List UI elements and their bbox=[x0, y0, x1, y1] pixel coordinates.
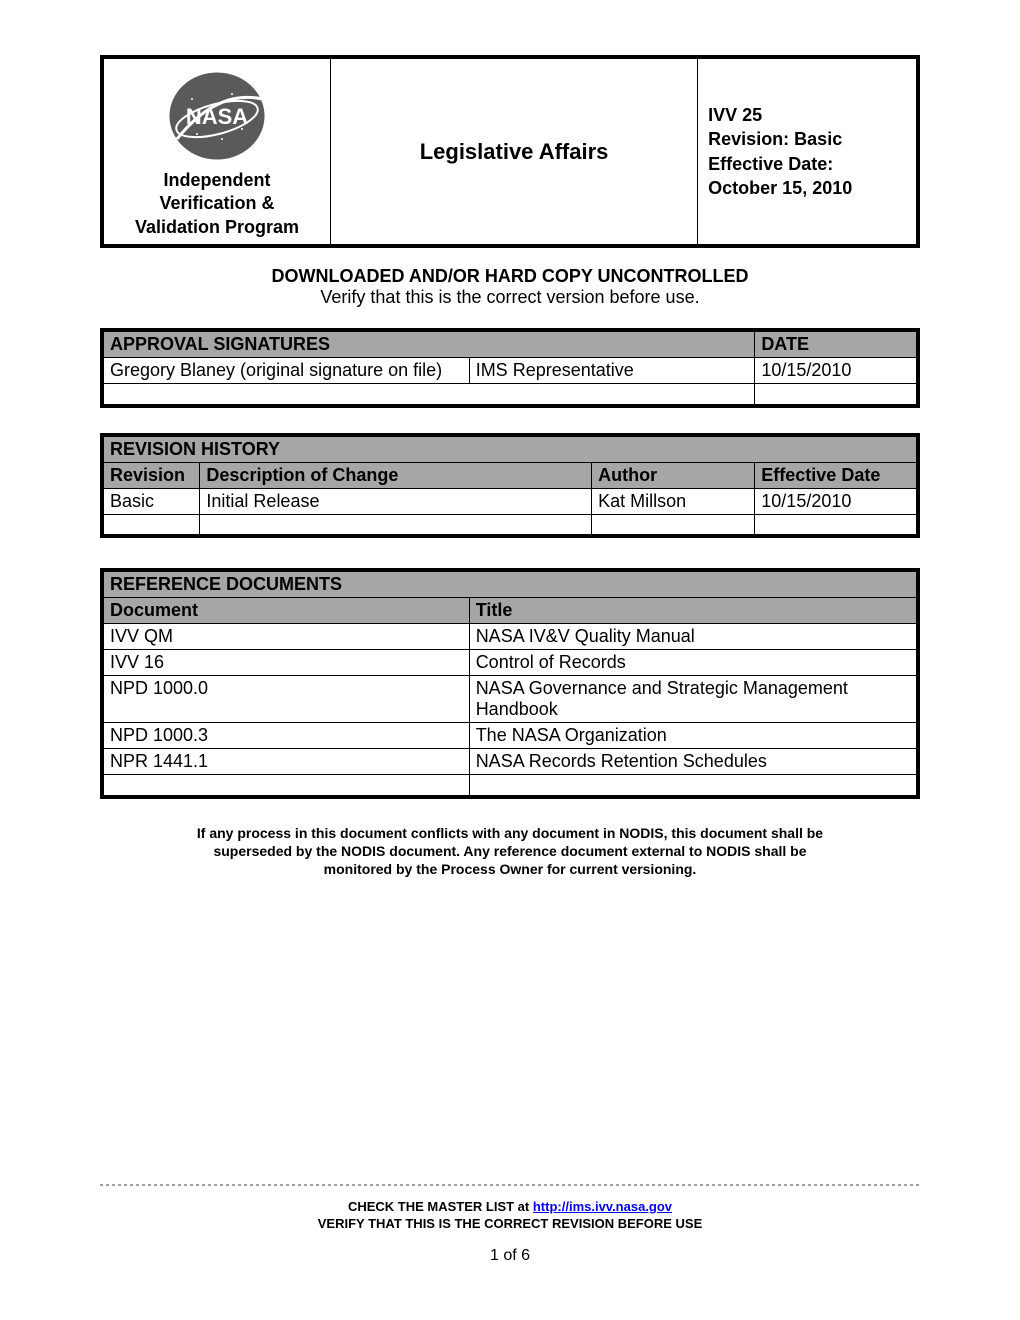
header-left-cell: NASA Independent Verification & Validati… bbox=[102, 57, 330, 246]
disclaimer-text: If any process in this document conflict… bbox=[100, 824, 920, 879]
table-row: NPD 1000.0 NASA Governance and Strategic… bbox=[102, 676, 918, 723]
header-right-line3: Effective Date: bbox=[708, 154, 833, 174]
revision-title: REVISION HISTORY bbox=[102, 435, 918, 463]
approval-role: IMS Representative bbox=[469, 358, 755, 384]
empty-cell bbox=[592, 514, 755, 536]
empty-cell bbox=[200, 514, 592, 536]
header-left-line2: Verification & bbox=[159, 193, 274, 213]
header-right-cell: IVV 25 Revision: Basic Effective Date: O… bbox=[698, 57, 918, 246]
page-footer: CHECK THE MASTER LIST at http://ims.ivv.… bbox=[100, 1184, 920, 1265]
header-center-title: Legislative Affairs bbox=[341, 139, 687, 165]
page-number: 1 of 6 bbox=[100, 1247, 920, 1265]
reference-documents-table: REFERENCE DOCUMENTS Document Title IVV Q… bbox=[100, 568, 920, 799]
empty-cell bbox=[469, 775, 918, 797]
reference-doc: IVV 16 bbox=[102, 650, 469, 676]
approval-header-date: DATE bbox=[755, 330, 918, 358]
reference-doc: NPD 1000.3 bbox=[102, 723, 469, 749]
reference-doc: IVV QM bbox=[102, 624, 469, 650]
disclaimer-line3: monitored by the Process Owner for curre… bbox=[324, 861, 697, 877]
empty-cell bbox=[102, 775, 469, 797]
table-row: NPD 1000.3 The NASA Organization bbox=[102, 723, 918, 749]
table-row: NPR 1441.1 NASA Records Retention Schedu… bbox=[102, 749, 918, 775]
nasa-logo-icon: NASA bbox=[162, 69, 272, 164]
reference-title: REFERENCE DOCUMENTS bbox=[102, 570, 918, 598]
footer-divider bbox=[100, 1184, 920, 1186]
revision-date: 10/15/2010 bbox=[755, 488, 918, 514]
footer-link[interactable]: http://ims.ivv.nasa.gov bbox=[533, 1199, 672, 1214]
reference-doctitle: The NASA Organization bbox=[469, 723, 918, 749]
disclaimer-line1: If any process in this document conflict… bbox=[197, 825, 823, 841]
approval-header-signatures: APPROVAL SIGNATURES bbox=[102, 330, 755, 358]
reference-doc: NPD 1000.0 bbox=[102, 676, 469, 723]
revision-col3: Author bbox=[592, 462, 755, 488]
header-left-text: Independent Verification & Validation Pr… bbox=[114, 169, 320, 239]
revision-rev: Basic bbox=[102, 488, 200, 514]
header-right-text: IVV 25 Revision: Basic Effective Date: O… bbox=[708, 103, 906, 200]
header-center-cell: Legislative Affairs bbox=[330, 57, 697, 246]
revision-desc: Initial Release bbox=[200, 488, 592, 514]
reference-col1: Document bbox=[102, 598, 469, 624]
table-row: Basic Initial Release Kat Millson 10/15/… bbox=[102, 488, 918, 514]
empty-cell bbox=[755, 514, 918, 536]
header-right-line1: IVV 25 bbox=[708, 105, 762, 125]
revision-history-table: REVISION HISTORY Revision Description of… bbox=[100, 433, 920, 539]
reference-doctitle: NASA Records Retention Schedules bbox=[469, 749, 918, 775]
header-left-line1: Independent bbox=[163, 170, 270, 190]
reference-doctitle: NASA IV&V Quality Manual bbox=[469, 624, 918, 650]
footer-line2: VERIFY THAT THIS IS THE CORRECT REVISION… bbox=[318, 1216, 703, 1231]
table-row-empty bbox=[102, 775, 918, 797]
svg-text:NASA: NASA bbox=[186, 104, 248, 129]
header-right-line4: October 15, 2010 bbox=[708, 178, 852, 198]
footer-line1-pre: CHECK THE MASTER LIST at bbox=[348, 1199, 533, 1214]
reference-col2: Title bbox=[469, 598, 918, 624]
approval-date: 10/15/2010 bbox=[755, 358, 918, 384]
footer-text: CHECK THE MASTER LIST at http://ims.ivv.… bbox=[100, 1198, 920, 1233]
table-row: Gregory Blaney (original signature on fi… bbox=[102, 358, 918, 384]
table-row: IVV 16 Control of Records bbox=[102, 650, 918, 676]
table-row: IVV QM NASA IV&V Quality Manual bbox=[102, 624, 918, 650]
revision-col1: Revision bbox=[102, 462, 200, 488]
table-row-empty bbox=[102, 514, 918, 536]
revision-author: Kat Millson bbox=[592, 488, 755, 514]
reference-doc: NPR 1441.1 bbox=[102, 749, 469, 775]
header-left-line3: Validation Program bbox=[135, 217, 299, 237]
downloaded-subtitle: Verify that this is the correct version … bbox=[100, 287, 920, 308]
revision-col2: Description of Change bbox=[200, 462, 592, 488]
header-right-line2: Revision: Basic bbox=[708, 129, 842, 149]
document-header-table: NASA Independent Verification & Validati… bbox=[100, 55, 920, 248]
reference-doctitle: NASA Governance and Strategic Management… bbox=[469, 676, 918, 723]
empty-cell bbox=[102, 384, 755, 406]
reference-doctitle: Control of Records bbox=[469, 650, 918, 676]
empty-cell bbox=[755, 384, 918, 406]
downloaded-title: DOWNLOADED AND/OR HARD COPY UNCONTROLLED bbox=[100, 266, 920, 287]
disclaimer-line2: superseded by the NODIS document. Any re… bbox=[213, 843, 806, 859]
table-row-empty bbox=[102, 384, 918, 406]
empty-cell bbox=[102, 514, 200, 536]
revision-col4: Effective Date bbox=[755, 462, 918, 488]
approval-name: Gregory Blaney (original signature on fi… bbox=[102, 358, 469, 384]
approval-signatures-table: APPROVAL SIGNATURES DATE Gregory Blaney … bbox=[100, 328, 920, 408]
